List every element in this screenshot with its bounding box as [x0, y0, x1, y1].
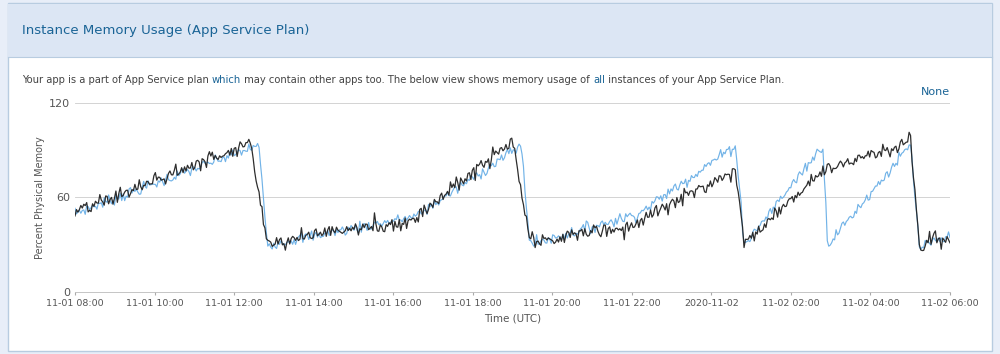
Y-axis label: Percent Physical Memory: Percent Physical Memory: [35, 136, 45, 259]
FancyBboxPatch shape: [8, 3, 992, 351]
Text: Your app is a part of App Service plan: Your app is a part of App Service plan: [22, 75, 212, 85]
Text: None: None: [921, 87, 950, 97]
Text: instances of your App Service Plan.: instances of your App Service Plan.: [605, 75, 784, 85]
Text: which: which: [212, 75, 241, 85]
X-axis label: Time (UTC): Time (UTC): [484, 314, 541, 324]
Bar: [8, 4, 992, 57]
Text: Instance Memory Usage (App Service Plan): Instance Memory Usage (App Service Plan): [22, 24, 309, 36]
Text: may contain other apps too. The below view shows memory usage of: may contain other apps too. The below vi…: [241, 75, 593, 85]
Text: all: all: [593, 75, 605, 85]
